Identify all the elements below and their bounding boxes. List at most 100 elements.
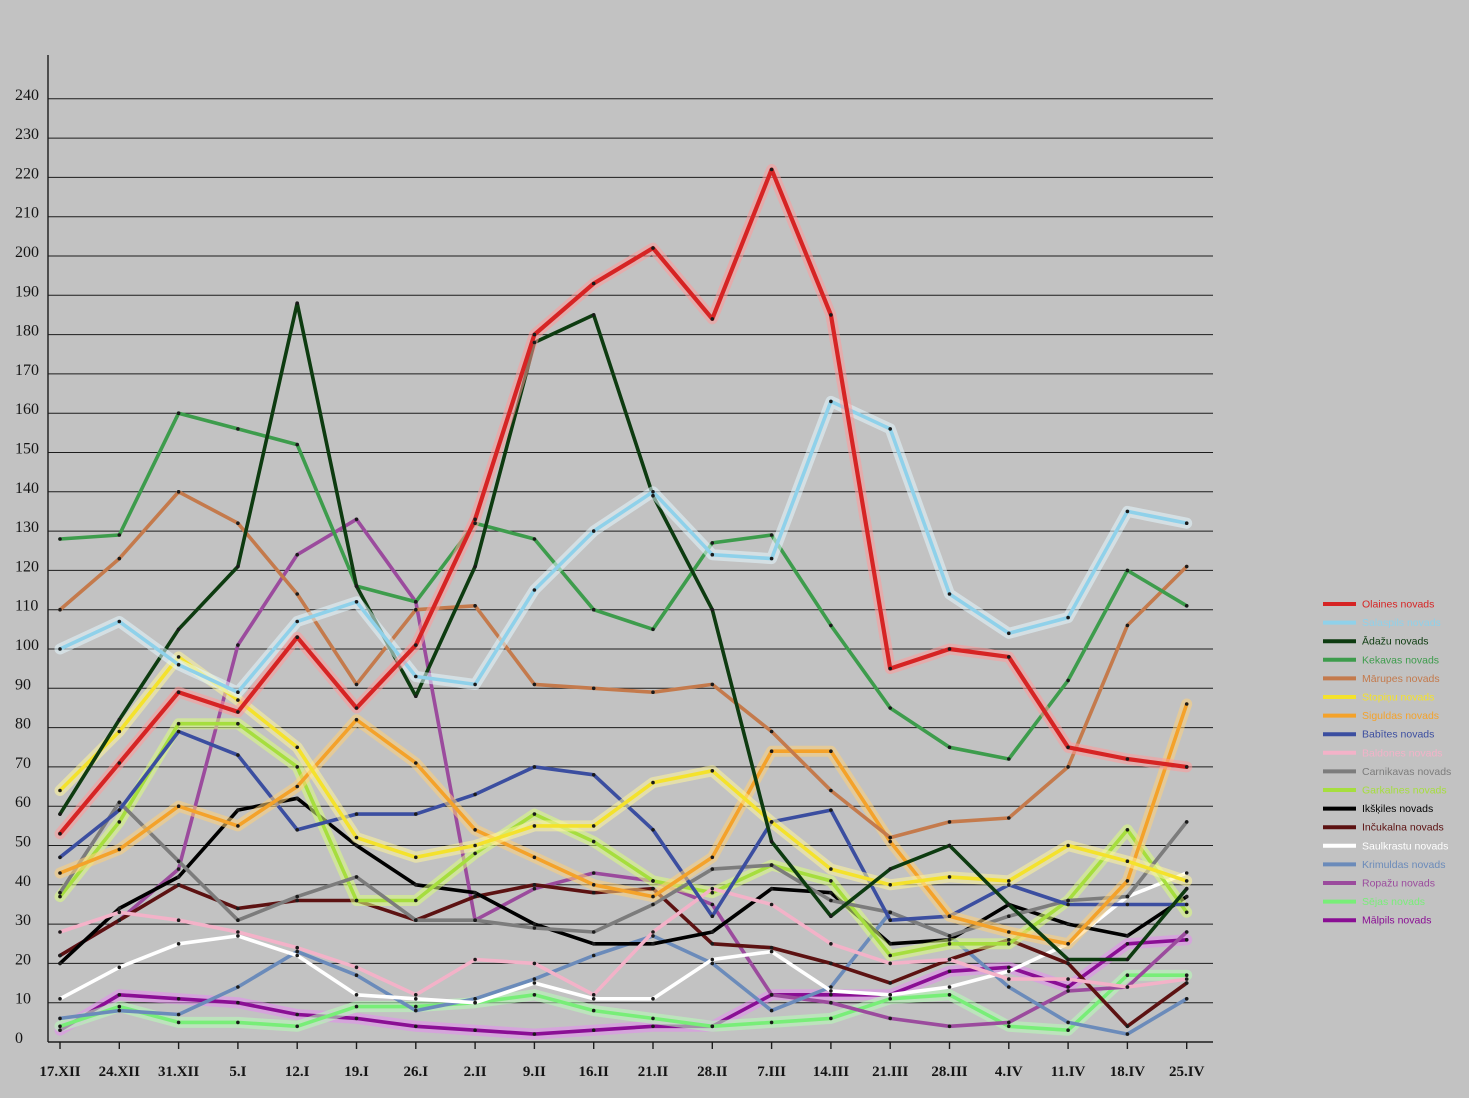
series-line-ikskiles-novads — [58, 796, 1189, 966]
data-point — [1184, 910, 1189, 915]
data-point — [888, 839, 892, 844]
y-tick-label: 210 — [15, 205, 39, 222]
data-point — [58, 930, 62, 934]
gridlines: 0 10 20 30 40 50 60 70 80 90 100 110 120 130 140 150 160… — [15, 87, 1213, 1047]
data-point — [414, 855, 418, 860]
series-line-marupes-novads — [58, 489, 1189, 840]
legend-label: Siguldas novads — [1362, 710, 1439, 722]
data-point — [1066, 1020, 1070, 1025]
data-point — [1125, 509, 1130, 514]
data-point — [769, 993, 774, 997]
data-point — [236, 698, 240, 702]
x-tick-label: 17.XII — [39, 1064, 80, 1080]
data-point — [710, 552, 715, 557]
x-tick-label: 26.I — [404, 1064, 429, 1080]
x-tick-label: 9.II — [523, 1064, 546, 1080]
data-point — [117, 556, 122, 561]
legend: Olaines novads Salaspils novads Ādažu nova… — [1323, 599, 1451, 927]
data-point — [1066, 678, 1070, 683]
data-point — [710, 942, 715, 946]
data-point — [117, 993, 122, 997]
data-point — [710, 867, 715, 871]
data-point — [769, 820, 774, 824]
data-point — [710, 541, 715, 545]
data-points — [58, 167, 1189, 1036]
x-tick-label: 4.IV — [995, 1064, 1023, 1080]
data-point — [888, 427, 892, 431]
data-point — [947, 1024, 952, 1029]
data-point — [888, 993, 892, 997]
data-point — [947, 914, 952, 918]
data-point — [947, 820, 952, 824]
legend-item: Olaines novads — [1323, 599, 1434, 611]
data-point — [1125, 942, 1130, 946]
data-point — [1066, 961, 1070, 966]
legend-label: Stopiņu novads — [1362, 692, 1434, 704]
data-point — [473, 957, 477, 962]
data-point — [888, 953, 892, 958]
data-point — [354, 898, 359, 903]
data-point — [473, 843, 477, 848]
legend-item: Ikšķiles novads — [1323, 803, 1433, 815]
data-point — [58, 1016, 62, 1021]
data-point — [176, 411, 181, 416]
data-point — [829, 993, 833, 997]
y-tick-label: 20 — [15, 951, 31, 968]
data-point — [651, 902, 655, 907]
legend-label: Sējas novads — [1362, 896, 1425, 908]
legend-item: Salaspils novads — [1323, 617, 1441, 629]
data-point — [236, 930, 240, 934]
y-tick-label: 150 — [15, 441, 39, 458]
data-point — [414, 918, 418, 922]
series-line-salaspils-novads — [58, 399, 1189, 695]
legend-item: Babītes novads — [1323, 729, 1434, 741]
data-point — [1125, 757, 1130, 761]
data-point — [58, 647, 62, 651]
data-point — [117, 800, 122, 805]
data-point — [1125, 828, 1130, 832]
data-point — [176, 804, 181, 808]
series-line-carnikavas-novads — [58, 800, 1189, 938]
data-point — [414, 643, 418, 647]
legend-label: Garkalnes novads — [1362, 785, 1447, 797]
data-point — [117, 1008, 122, 1013]
y-tick-label: 230 — [15, 126, 39, 143]
data-point — [58, 894, 62, 899]
series-line-kekavas-novads — [58, 411, 1189, 761]
legend-item: Kekavas novads — [1323, 654, 1439, 666]
data-point — [947, 993, 952, 997]
x-tick-label: 16.II — [578, 1064, 609, 1080]
data-point — [1125, 879, 1130, 883]
data-point — [295, 301, 300, 306]
data-point — [591, 773, 596, 777]
data-point — [354, 717, 359, 722]
data-point — [829, 788, 833, 793]
data-point — [295, 1012, 300, 1017]
data-point — [651, 690, 655, 694]
series-line-malpils-novads — [58, 937, 1189, 1036]
data-point — [236, 643, 240, 647]
x-tick-label: 21.II — [638, 1064, 669, 1080]
data-point — [1007, 631, 1011, 636]
data-point — [117, 847, 122, 852]
data-point — [829, 808, 833, 812]
x-tick-label: 18.IV — [1110, 1064, 1146, 1080]
data-point — [829, 914, 833, 918]
data-point — [651, 780, 655, 785]
data-point — [947, 592, 952, 596]
data-point — [829, 890, 833, 895]
data-point — [473, 851, 477, 856]
data-point — [58, 1024, 62, 1029]
data-point — [473, 517, 477, 522]
data-point — [1125, 934, 1130, 938]
data-point — [58, 537, 62, 541]
y-tick-label: 190 — [15, 283, 39, 300]
data-point — [176, 662, 181, 667]
data-point — [295, 765, 300, 769]
data-point — [1066, 898, 1070, 903]
data-point — [769, 945, 774, 950]
legend-item: Saulkrastu novads — [1323, 840, 1448, 852]
data-point — [354, 1016, 359, 1021]
data-point — [1184, 930, 1189, 934]
data-point — [769, 556, 774, 561]
